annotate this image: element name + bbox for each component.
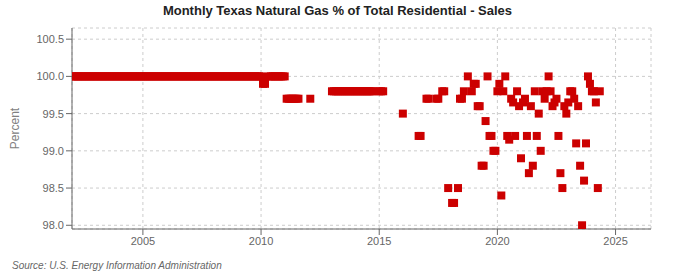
svg-text:2010: 2010 (249, 235, 273, 247)
svg-text:98.0: 98.0 (43, 219, 64, 231)
svg-text:99.0: 99.0 (43, 145, 64, 157)
svg-text:100.5: 100.5 (36, 33, 64, 45)
svg-text:98.5: 98.5 (43, 182, 64, 194)
svg-text:2025: 2025 (603, 235, 627, 247)
html-text:Source: U.S. Energy Informatio: Source: U.S. Energy Information Administ… (12, 260, 222, 271)
svg-text:Percent: Percent (8, 107, 22, 149)
svg-text:2015: 2015 (367, 235, 391, 247)
svg-text:2005: 2005 (131, 235, 155, 247)
svg-text:100.0: 100.0 (36, 70, 64, 82)
html-text:Monthly Texas Natural Gas % of: Monthly Texas Natural Gas % of Total Res… (162, 3, 513, 18)
svg-text:2020: 2020 (485, 235, 509, 247)
svg-text:99.5: 99.5 (43, 108, 64, 120)
